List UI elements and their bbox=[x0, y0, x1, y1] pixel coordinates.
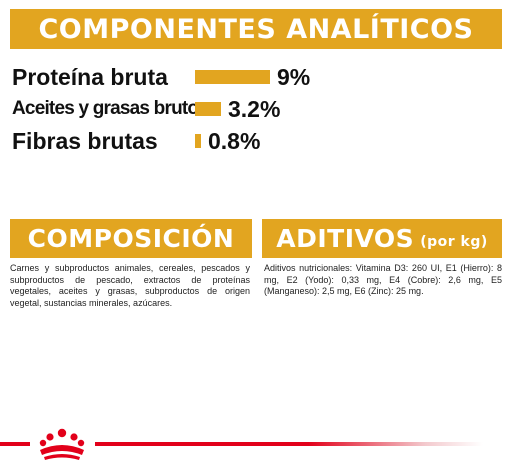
nutrient-value: 9% bbox=[277, 64, 311, 90]
analytical-components-title: COMPONENTES ANALÍTICOS bbox=[38, 13, 474, 45]
additives-title-suffix: (por kg) bbox=[420, 233, 488, 250]
additives-title: ADITIVOS bbox=[276, 224, 415, 253]
additives-text: Aditivos nutricionales: Vitamina D3: 260… bbox=[264, 263, 502, 297]
nutrient-label: Aceites y grasas brutos bbox=[12, 98, 209, 119]
nutrient-value: 0.8% bbox=[208, 128, 261, 154]
nutrient-bar bbox=[195, 70, 270, 84]
footer-red-line-left bbox=[0, 442, 30, 446]
composition-title: COMPOSICIÓN bbox=[27, 224, 235, 253]
nutrient-row-fats: Aceites y grasas brutos 3.2% bbox=[12, 95, 412, 123]
nutrient-label: Fibras brutas bbox=[12, 128, 158, 154]
composition-text: Carnes y subproductos animales, cereales… bbox=[10, 263, 250, 308]
additives-banner: ADITIVOS (por kg) bbox=[262, 219, 502, 258]
nutrient-bar bbox=[195, 134, 201, 148]
nutrient-bar bbox=[195, 102, 221, 116]
composition-banner: COMPOSICIÓN bbox=[10, 219, 252, 258]
footer-red-line-right bbox=[95, 442, 483, 446]
analytical-components-banner: COMPONENTES ANALÍTICOS bbox=[10, 9, 502, 49]
nutrient-row-fiber: Fibras brutas 0.8% bbox=[12, 127, 412, 155]
nutrient-value: 3.2% bbox=[228, 96, 281, 122]
nutrient-row-protein: Proteína bruta 9% bbox=[12, 63, 412, 91]
nutrient-label: Proteína bruta bbox=[12, 64, 168, 90]
royal-canin-crown-icon bbox=[39, 428, 85, 460]
